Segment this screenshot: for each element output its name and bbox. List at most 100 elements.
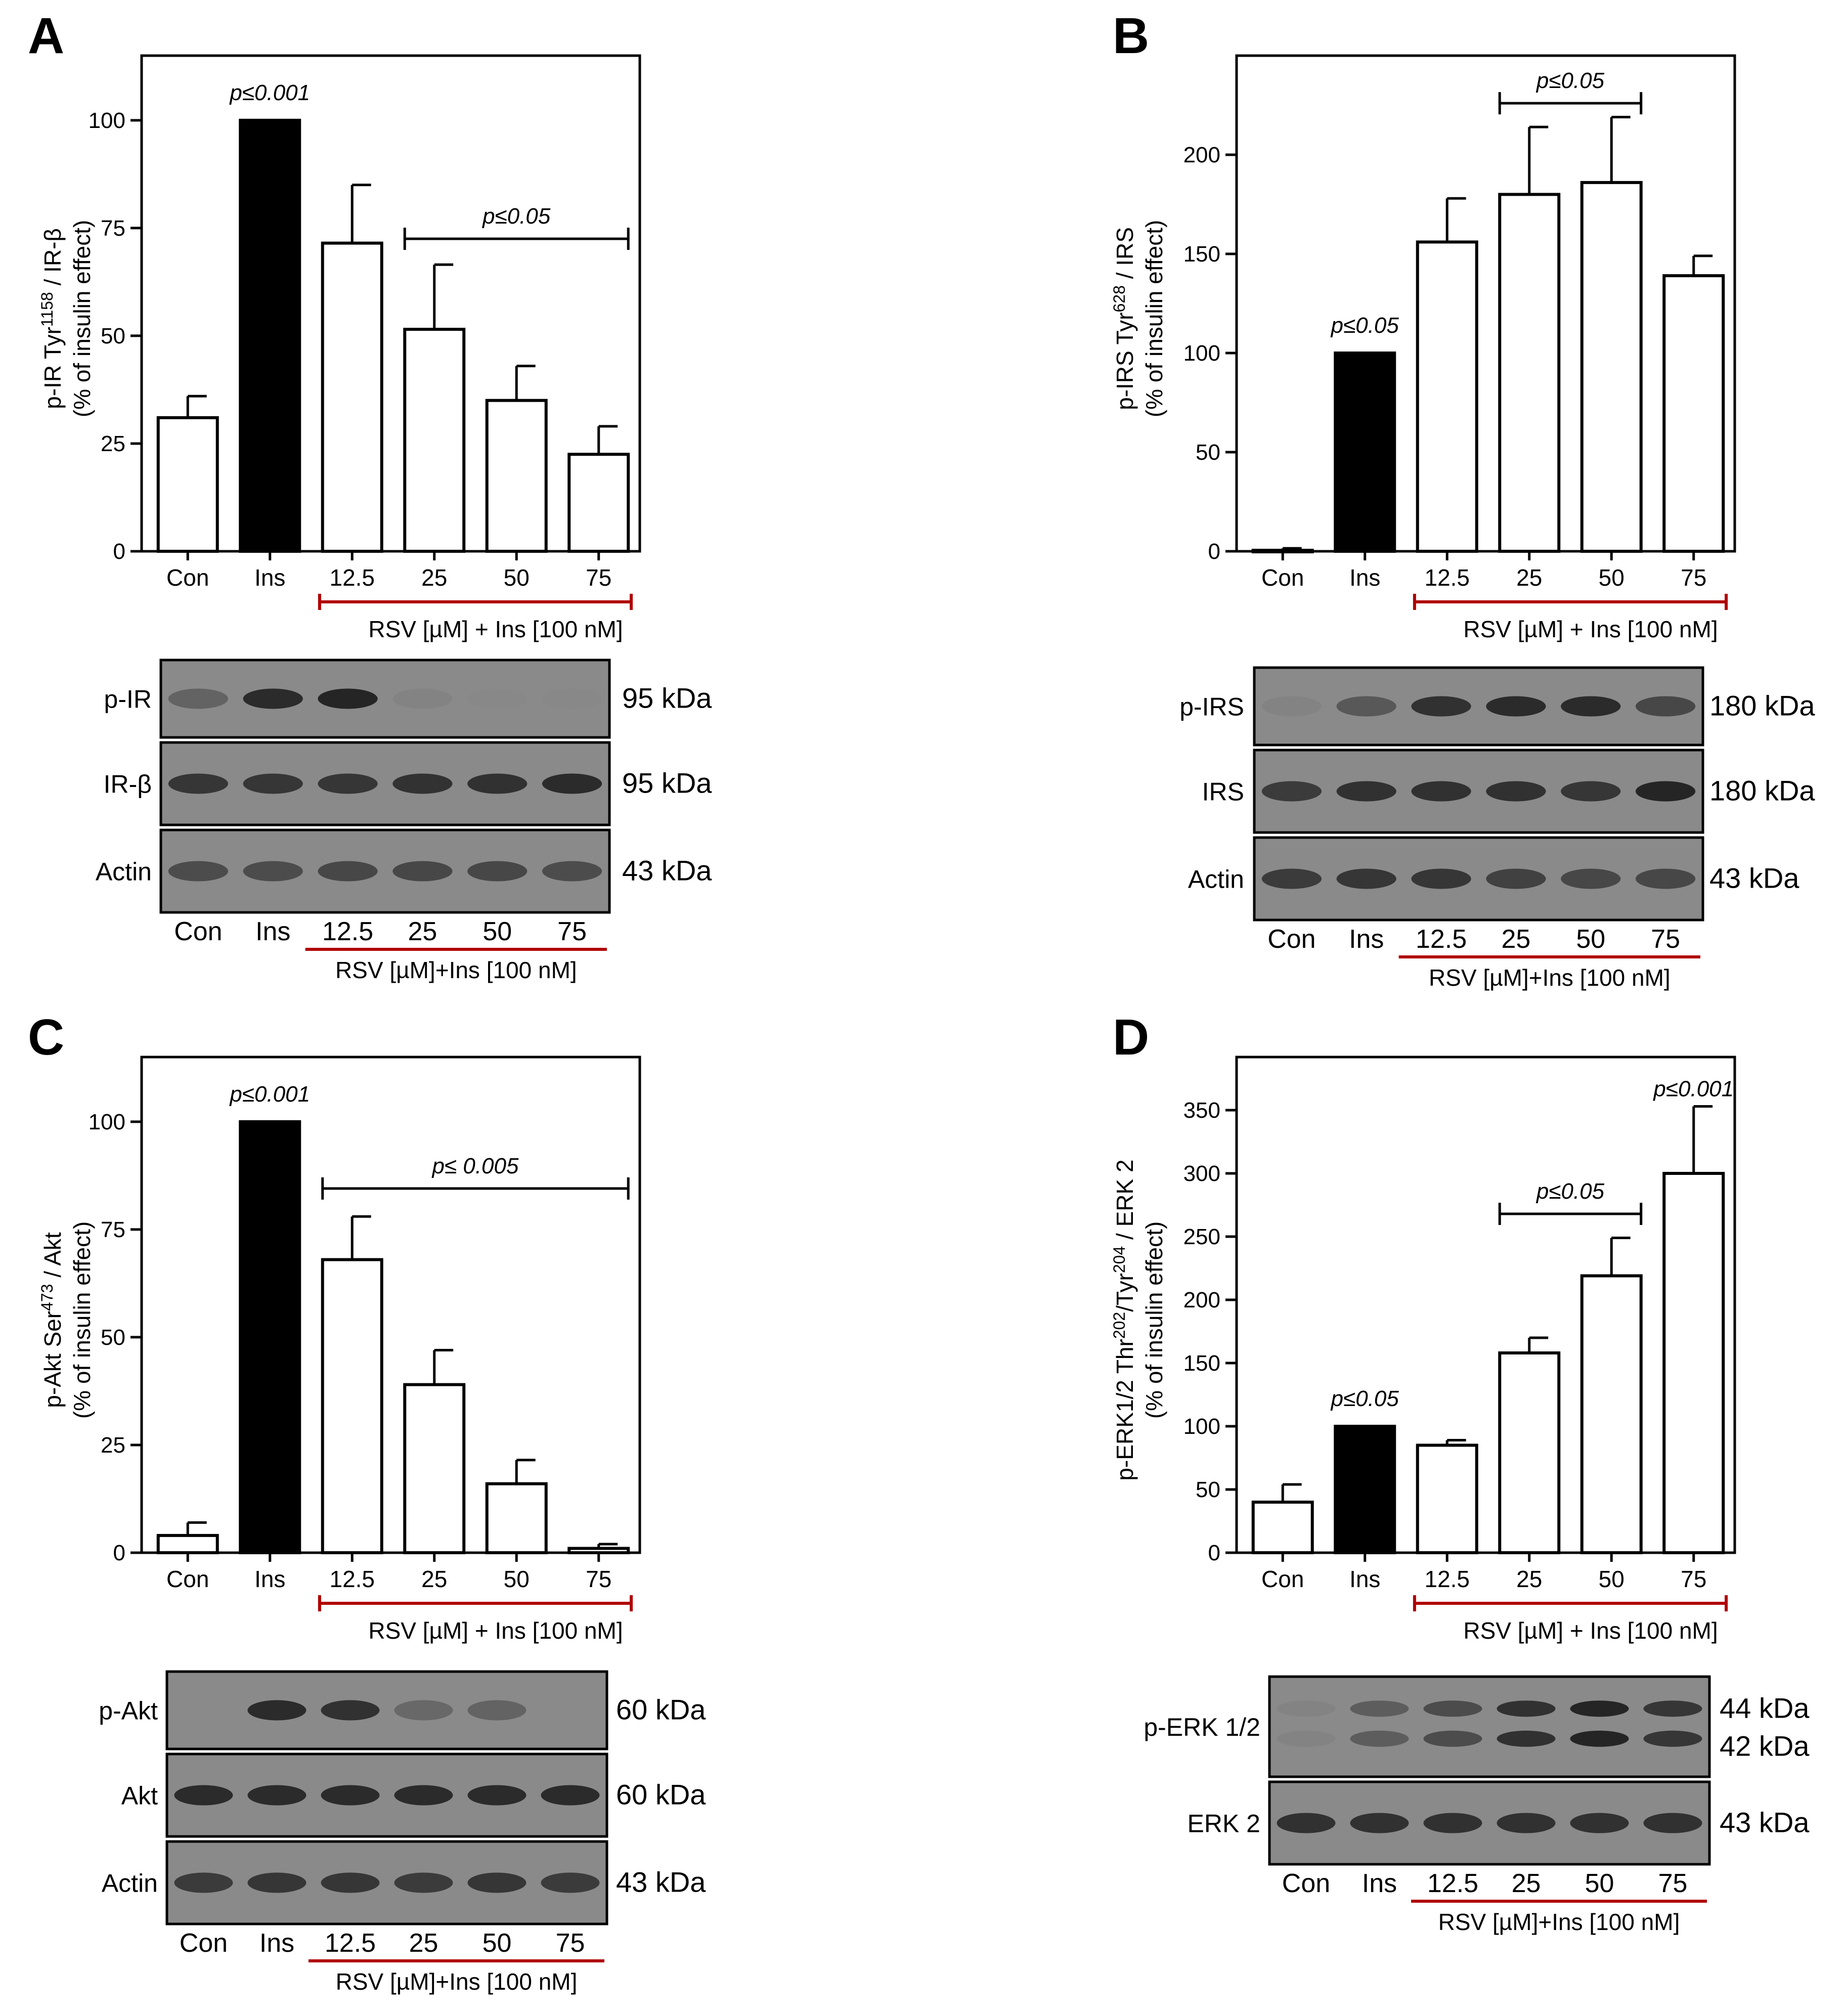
blot-band [1486, 696, 1546, 717]
blot-band [1570, 1730, 1629, 1747]
y-axis-label-sup: 473 [38, 1284, 56, 1311]
bar-75 [567, 1547, 630, 1555]
blot-band [1261, 781, 1322, 802]
y-axis-label-main: p-IRS Tyr [1112, 313, 1138, 410]
kda-label: 43 kDa [1720, 1807, 1810, 1838]
y-tick-label: 25 [101, 1433, 125, 1458]
lane-label: 50 [482, 917, 512, 946]
blot-band [1570, 1813, 1629, 1833]
y-tick-label: 100 [89, 108, 125, 133]
x-tick-label: Con [166, 1566, 209, 1592]
plot-frame [1235, 54, 1736, 553]
lane-treatment-label: RSV [µM]+Ins [100 nM] [335, 957, 577, 983]
x-tick-label: 50 [1599, 564, 1624, 591]
blot-row-pir [159, 659, 611, 739]
y-tick-label: 100 [1183, 1414, 1220, 1439]
lane-label: 12.5 [322, 917, 373, 946]
y-axis-label-main: p-IR Tyr [39, 327, 66, 409]
blot-band [174, 1872, 233, 1893]
blot-band [392, 773, 453, 794]
blot-row-akt [165, 1752, 608, 1838]
p-value-label: p≤ 0.005 [431, 1154, 519, 1178]
bar-75 [1662, 274, 1725, 553]
y-axis-label-sup2: 204 [1110, 1246, 1128, 1273]
blot-band [318, 688, 378, 709]
y-axis-label-rest: / IRS [1112, 227, 1138, 285]
x-tick-label: Ins [1349, 1566, 1380, 1592]
x-tick-label: 12.5 [1424, 1566, 1470, 1592]
lane-label: 25 [409, 1929, 438, 1958]
blot-band [321, 1872, 380, 1893]
panel-b: B 0 50 100 150 200 p-IRS Tyr628 / IRS (% of ins… [1110, 8, 1815, 991]
y-tick-label: 0 [113, 1541, 125, 1565]
blot-band [1497, 1730, 1556, 1747]
x-tick-label: 25 [1516, 1566, 1542, 1592]
blot-band [392, 861, 453, 882]
lane-label: Con [180, 1929, 228, 1958]
treatment-label: RSV [µM] + Ins [100 nM] [368, 616, 623, 642]
y-axis-label-main: p-ERK1/2 Thr [1112, 1339, 1138, 1480]
western-blot: p-IR 95 kDa IR-β 95 kDa Actin 43 kDa Con Ins 12.… [96, 659, 712, 983]
y-tick-label: 100 [1183, 341, 1220, 366]
blot-band [318, 861, 378, 882]
blot-row-label: Akt [121, 1782, 158, 1810]
bar-12.5 [321, 241, 383, 553]
bar-50 [1580, 1274, 1643, 1554]
p-value-label: p≤0.05 [1535, 1179, 1605, 1204]
blot-row-label: Actin [102, 1869, 158, 1898]
blot-band [542, 773, 602, 794]
blot-band [1411, 868, 1471, 889]
bar-25 [1498, 193, 1561, 553]
blot-band [1635, 868, 1696, 889]
blot-band [467, 773, 528, 794]
y-axis-label: p-Akt Ser473 / Akt [38, 1232, 66, 1408]
blot-band [542, 689, 602, 709]
p-value-label: p≤0.05 [1330, 313, 1399, 338]
lane-label: 12.5 [1427, 1869, 1478, 1898]
bar-25 [1498, 1351, 1561, 1554]
blot-band [1336, 868, 1396, 889]
y-tick-label: 100 [89, 1110, 125, 1134]
x-tick-label: 50 [504, 564, 530, 591]
x-tick-label: Con [166, 564, 209, 591]
p-value-label: p≤0.001 [1652, 1077, 1734, 1102]
x-tick-label: 25 [421, 1566, 447, 1592]
bar-12.5 [1416, 1443, 1478, 1554]
blot-band [1350, 1730, 1409, 1747]
blot-band [1486, 781, 1546, 802]
y-axis-label-rest2: / ERK 2 [1112, 1159, 1138, 1246]
blot-row-label: ERK 2 [1187, 1810, 1260, 1838]
y-tick-label: 150 [1183, 242, 1220, 267]
p-value-label: p≤0.05 [481, 204, 551, 229]
p-value-label: p≤0.001 [229, 80, 310, 105]
blot-band [542, 861, 602, 882]
blot-row-label: p-ERK 1/2 [1144, 1713, 1260, 1741]
bar-12.5 [1416, 240, 1478, 553]
kda-label: 60 kDa [616, 1694, 706, 1726]
y-axis-label-sup: 1158 [38, 292, 56, 327]
blot-row-label: p-IR [104, 685, 152, 714]
plot-frame [140, 54, 641, 553]
y-tick-label: 0 [1208, 539, 1220, 564]
y-axis-label: p-IR Tyr1158 / IR-β [38, 228, 66, 409]
x-tick-label: 12.5 [329, 564, 375, 591]
x-tick-label: 25 [1516, 564, 1542, 591]
y-tick-label: 250 [1183, 1224, 1220, 1249]
x-tick-label: 75 [586, 1566, 611, 1592]
blot-band [1350, 1813, 1409, 1833]
blot-band [1497, 1813, 1556, 1833]
x-tick-label: Ins [1349, 564, 1380, 591]
kda-label: 95 kDa [622, 682, 712, 714]
y-axis-label-2: (% of insulin effect) [69, 1221, 95, 1419]
y-tick-label: 50 [101, 1325, 125, 1350]
blot-band [467, 689, 527, 709]
bar-50 [485, 1482, 548, 1554]
kda-label: 180 kDa [1709, 775, 1815, 807]
treatment-bracket [1413, 1595, 1728, 1611]
bar-Ins [239, 118, 301, 553]
significance-bracket [1498, 92, 1643, 115]
blot-band [1643, 1730, 1702, 1747]
lane-label: 12.5 [325, 1929, 376, 1958]
blot-band [1350, 1700, 1409, 1717]
lane-treatment-label: RSV [µM]+Ins [100 nM] [1429, 965, 1671, 991]
